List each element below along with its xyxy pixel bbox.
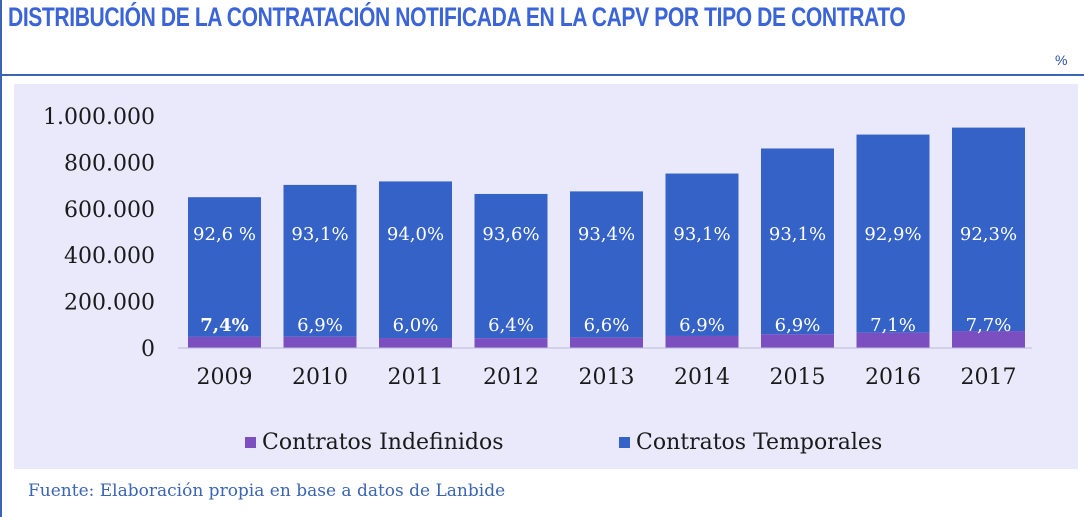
data-label-indefinidos: 6,9%: [679, 315, 725, 336]
legend-swatch-indefinidos: [245, 437, 256, 448]
data-label-temporales: 93,1%: [291, 224, 348, 245]
x-tick-label: 2012: [483, 365, 539, 390]
data-label-temporales: 93,4%: [578, 224, 635, 245]
data-label-indefinidos: 6,6%: [584, 315, 630, 336]
bar-temporales: [379, 181, 452, 339]
data-label-temporales: 93,6%: [482, 224, 539, 245]
bar-indefinidos: [283, 336, 357, 348]
x-tick-label: 2011: [388, 365, 444, 390]
chart-title: DISTRIBUCIÓN DE LA CONTRATACIÓN NOTIFICA…: [8, 2, 906, 32]
data-label-indefinidos: 7,7%: [966, 315, 1012, 336]
bar-temporales: [856, 134, 930, 333]
data-label-temporales: 92,6 %: [193, 224, 256, 245]
x-tick-label: 2013: [579, 365, 635, 390]
y-tick-label: 400.000: [64, 244, 155, 269]
bar-temporales: [952, 127, 1025, 332]
unit-label: %: [1055, 52, 1068, 68]
bar-indefinidos: [379, 338, 452, 348]
bar-temporales: [283, 184, 357, 337]
bar-temporales: [474, 193, 548, 339]
bar-indefinidos: [856, 332, 930, 348]
x-tick-label: 2017: [961, 365, 1017, 390]
bar-temporales: [188, 197, 261, 337]
y-tick-label: 800.000: [64, 151, 155, 176]
x-tick-label: 2014: [674, 365, 730, 390]
bar-indefinidos: [665, 335, 739, 348]
legend-label-indefinidos: Contratos Indefinidos: [262, 430, 504, 455]
data-label-indefinidos: 6,9%: [775, 315, 821, 336]
y-tick-label: 600.000: [64, 198, 155, 223]
x-tick-label: 2009: [197, 365, 253, 390]
bar-temporales: [570, 191, 643, 338]
data-label-indefinidos: 6,0%: [393, 315, 439, 336]
bar-indefinidos: [474, 338, 548, 348]
bar-indefinidos: [188, 336, 261, 348]
header-rule: [0, 74, 1084, 76]
data-label-temporales: 93,1%: [769, 224, 826, 245]
y-tick-label: 200.000: [64, 291, 155, 316]
data-label-indefinidos: 7,4%: [200, 315, 248, 336]
y-tick-label: 1.000.000: [43, 105, 155, 130]
data-label-temporales: 93,1%: [673, 224, 730, 245]
x-tick-label: 2015: [770, 365, 826, 390]
legend-label-temporales: Contratos Temporales: [636, 430, 882, 455]
bar-temporales: [761, 148, 834, 335]
x-tick-label: 2016: [865, 365, 921, 390]
data-label-temporales: 94,0%: [387, 224, 444, 245]
bar-indefinidos: [952, 331, 1025, 348]
bar-indefinidos: [570, 337, 643, 348]
data-label-indefinidos: 6,4%: [488, 315, 534, 336]
data-label-indefinidos: 6,9%: [297, 315, 343, 336]
x-tick-label: 2010: [292, 365, 348, 390]
data-label-temporales: 92,3%: [960, 224, 1017, 245]
source-note: Fuente: Elaboración propia en base a dat…: [28, 481, 506, 501]
data-label-temporales: 92,9%: [864, 224, 921, 245]
frame-left-border: [0, 0, 2, 517]
legend-swatch-temporales: [619, 437, 630, 448]
bar-indefinidos: [761, 334, 834, 348]
y-tick-label: 0: [141, 337, 155, 362]
bar-temporales: [665, 173, 739, 336]
data-label-indefinidos: 7,1%: [870, 315, 916, 336]
